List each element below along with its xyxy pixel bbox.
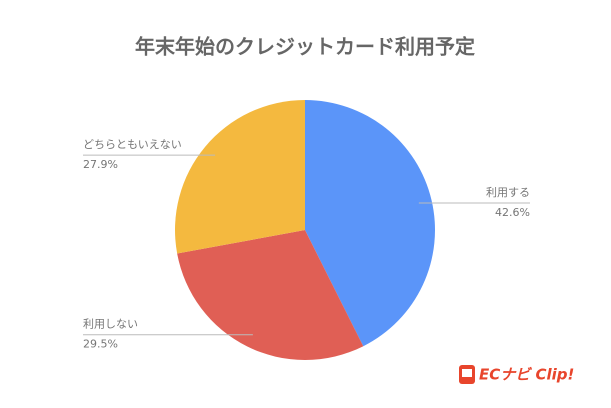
pie-slice — [175, 100, 305, 254]
slice-label: 利用しない — [83, 318, 138, 331]
logo: ECナビ Clip! — [459, 365, 574, 384]
slice-label: どちらともいえない — [83, 138, 182, 151]
logo-text: ECナビ Clip! — [479, 366, 574, 384]
slice-label: 利用する — [486, 186, 530, 199]
value-label: 29.5% — [83, 338, 118, 351]
pie-slice — [177, 230, 364, 360]
pie-slice — [305, 100, 435, 347]
logo-icon-face — [462, 369, 472, 377]
value-label: 42.6% — [495, 206, 530, 219]
value-label: 27.9% — [83, 158, 118, 171]
chart-title: 年末年始のクレジットカード利用予定 — [135, 35, 475, 59]
